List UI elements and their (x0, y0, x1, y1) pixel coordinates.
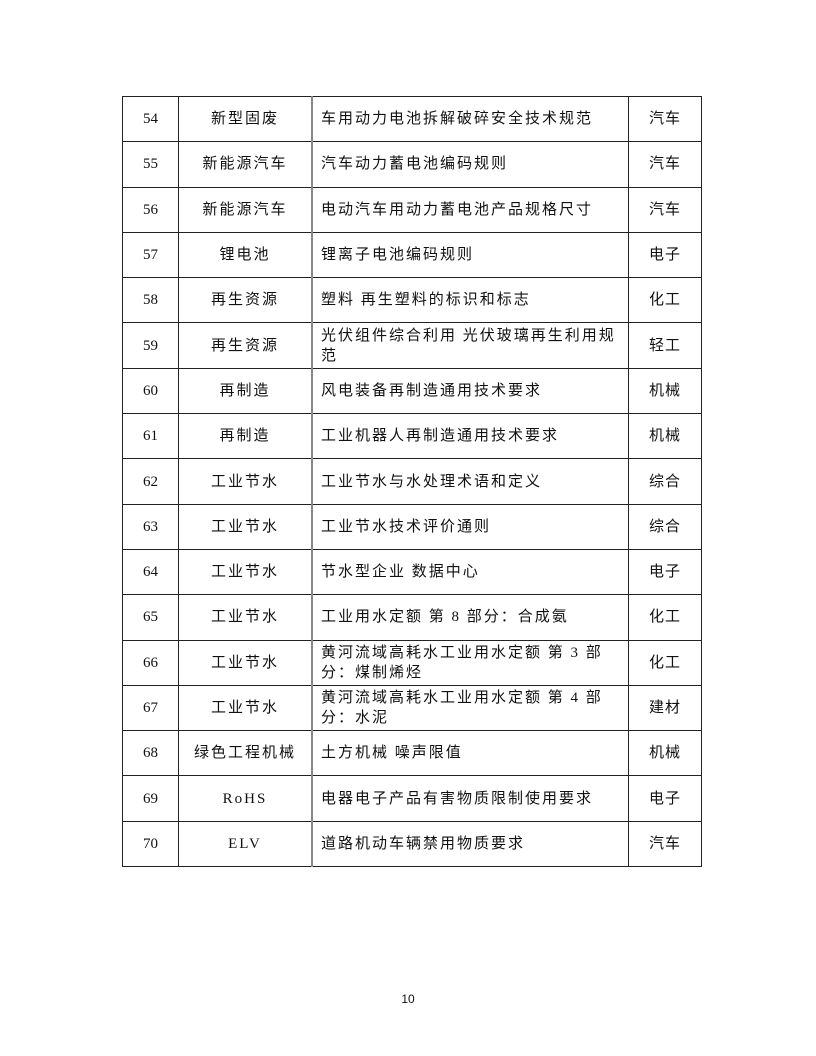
row-title: 塑料 再生塑料的标识和标志 (311, 277, 629, 324)
row-number: 56 (122, 186, 179, 233)
row-industry: 化工 (628, 594, 702, 641)
row-industry: 轻工 (628, 322, 702, 369)
row-industry: 建材 (628, 684, 702, 732)
row-category: 锂电池 (178, 231, 313, 279)
table-row: 64 工业节水 节水型企业 数据中心 电子 (122, 548, 702, 596)
row-category: 工业节水 (178, 594, 313, 641)
table-row: 57 锂电池 锂离子电池编码规则 电子 (122, 231, 702, 279)
row-title: 节水型企业 数据中心 (311, 548, 629, 596)
row-industry: 化工 (628, 639, 702, 686)
row-title: 工业节水技术评价通则 (311, 503, 629, 550)
table-row: 56 新能源汽车 电动汽车用动力蓄电池产品规格尺寸 汽车 (122, 186, 702, 233)
row-industry: 汽车 (628, 186, 702, 233)
table-row: 66 工业节水 黄河流域高耗水工业用水定额 第 3 部分：煤制烯烃 化工 (122, 639, 702, 686)
row-category: 再制造 (178, 413, 313, 460)
row-title: 光伏组件综合利用 光伏玻璃再生利用规范 (311, 322, 629, 369)
row-number: 70 (122, 820, 179, 868)
row-title: 工业节水与水处理术语和定义 (311, 458, 629, 505)
table-row: 62 工业节水 工业节水与水处理术语和定义 综合 (122, 458, 702, 505)
row-industry: 电子 (628, 548, 702, 596)
row-industry: 综合 (628, 458, 702, 505)
row-industry: 汽车 (628, 141, 702, 188)
row-industry: 电子 (628, 231, 702, 279)
row-number: 61 (122, 413, 179, 460)
row-title: 电器电子产品有害物质限制使用要求 (311, 775, 629, 822)
row-industry: 汽车 (628, 95, 702, 143)
table-row: 54 新型固废 车用动力电池拆解破碎安全技术规范 汽车 (122, 95, 702, 143)
table-row: 70 ELV 道路机动车辆禁用物质要求 汽车 (122, 820, 702, 868)
row-category: 再生资源 (178, 322, 313, 369)
row-category: 新能源汽车 (178, 186, 313, 233)
row-industry: 化工 (628, 277, 702, 324)
row-industry: 机械 (628, 730, 702, 777)
standards-table: 54 新型固废 车用动力电池拆解破碎安全技术规范 汽车 55 新能源汽车 汽车动力蓄电池编码… (122, 95, 702, 868)
table-row: 68 绿色工程机械 土方机械 噪声限值 机械 (122, 730, 702, 777)
row-number: 60 (122, 367, 179, 415)
row-title: 工业用水定额 第 8 部分：合成氨 (311, 594, 629, 641)
row-industry: 综合 (628, 503, 702, 550)
table-row: 63 工业节水 工业节水技术评价通则 综合 (122, 503, 702, 550)
row-number: 64 (122, 548, 179, 596)
row-number: 66 (122, 639, 179, 686)
table-row: 67 工业节水 黄河流域高耗水工业用水定额 第 4 部分：水泥 建材 (122, 684, 702, 732)
row-category: 工业节水 (178, 503, 313, 550)
row-title: 电动汽车用动力蓄电池产品规格尺寸 (311, 186, 629, 233)
row-title: 黄河流域高耗水工业用水定额 第 3 部分：煤制烯烃 (311, 639, 629, 686)
table-row: 65 工业节水 工业用水定额 第 8 部分：合成氨 化工 (122, 594, 702, 641)
row-title: 道路机动车辆禁用物质要求 (311, 820, 629, 868)
row-number: 62 (122, 458, 179, 505)
row-category: ELV (178, 820, 313, 868)
row-number: 58 (122, 277, 179, 324)
row-number: 59 (122, 322, 179, 369)
page-number: 10 (401, 992, 415, 1006)
table-row: 58 再生资源 塑料 再生塑料的标识和标志 化工 (122, 277, 702, 324)
table-row: 59 再生资源 光伏组件综合利用 光伏玻璃再生利用规范 轻工 (122, 322, 702, 369)
row-category: 绿色工程机械 (178, 730, 313, 777)
row-category: 新能源汽车 (178, 141, 313, 188)
row-number: 69 (122, 775, 179, 822)
row-category: 工业节水 (178, 684, 313, 732)
table-row: 55 新能源汽车 汽车动力蓄电池编码规则 汽车 (122, 141, 702, 188)
row-category: 新型固废 (178, 95, 313, 143)
row-number: 67 (122, 684, 179, 732)
row-category: 工业节水 (178, 548, 313, 596)
row-category: 工业节水 (178, 458, 313, 505)
table-row: 69 RoHS 电器电子产品有害物质限制使用要求 电子 (122, 775, 702, 822)
row-category: 再制造 (178, 367, 313, 415)
row-number: 57 (122, 231, 179, 279)
row-number: 63 (122, 503, 179, 550)
row-title: 汽车动力蓄电池编码规则 (311, 141, 629, 188)
row-industry: 机械 (628, 367, 702, 415)
row-number: 68 (122, 730, 179, 777)
row-title: 车用动力电池拆解破碎安全技术规范 (311, 95, 629, 143)
row-title: 土方机械 噪声限值 (311, 730, 629, 777)
row-category: 再生资源 (178, 277, 313, 324)
row-industry: 电子 (628, 775, 702, 822)
row-category: RoHS (178, 775, 313, 822)
row-number: 55 (122, 141, 179, 188)
table-row: 60 再制造 风电装备再制造通用技术要求 机械 (122, 367, 702, 415)
row-number: 54 (122, 95, 179, 143)
row-title: 工业机器人再制造通用技术要求 (311, 413, 629, 460)
row-industry: 机械 (628, 413, 702, 460)
table-row: 61 再制造 工业机器人再制造通用技术要求 机械 (122, 413, 702, 460)
row-industry: 汽车 (628, 820, 702, 868)
row-category: 工业节水 (178, 639, 313, 686)
row-number: 65 (122, 594, 179, 641)
row-title: 黄河流域高耗水工业用水定额 第 4 部分：水泥 (311, 684, 629, 732)
row-title: 风电装备再制造通用技术要求 (311, 367, 629, 415)
row-title: 锂离子电池编码规则 (311, 231, 629, 279)
